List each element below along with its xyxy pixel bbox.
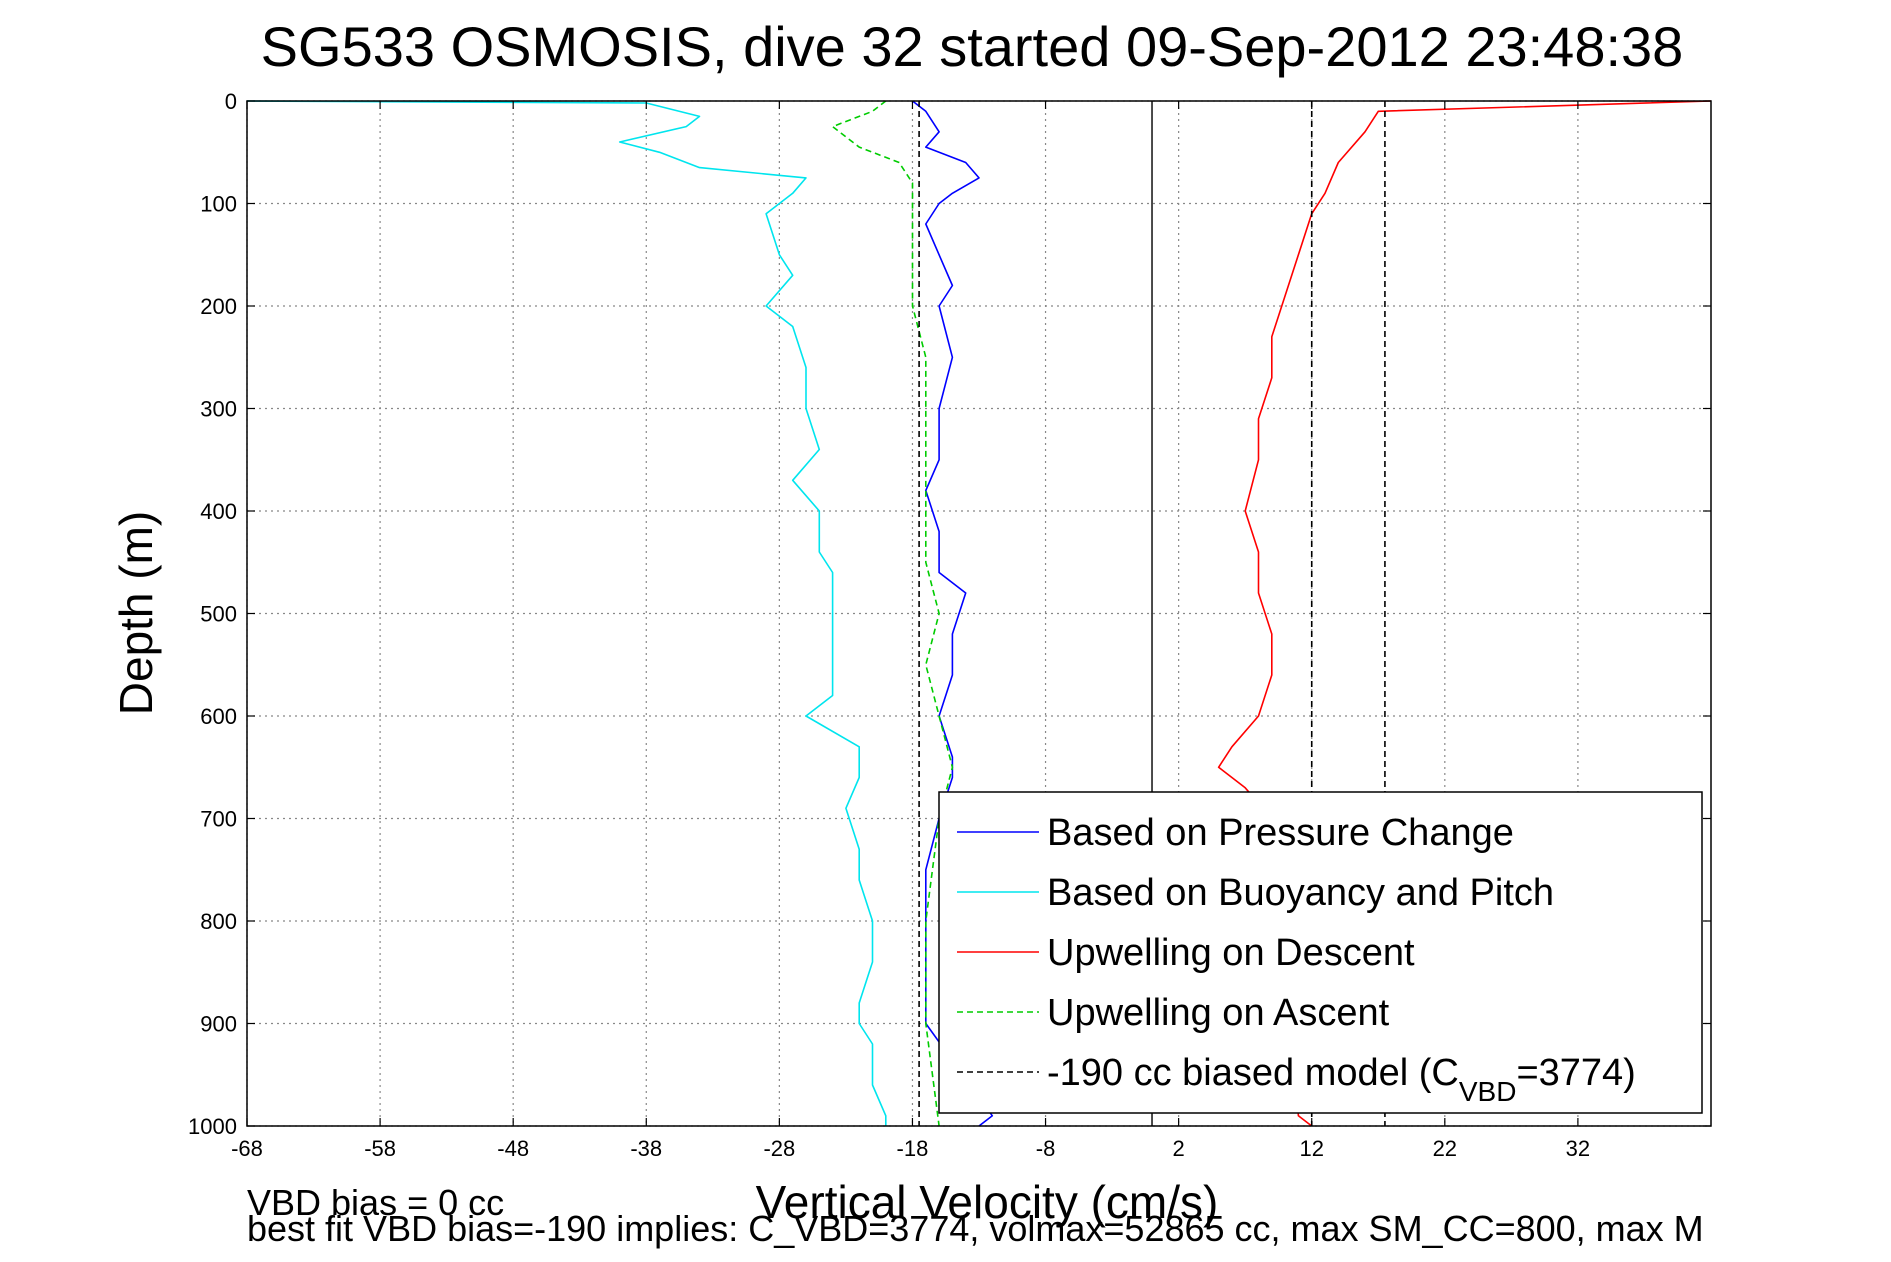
y-axis-ticks: 0 100 200 300 400 500 600 700 800 900 1000 bbox=[188, 89, 1711, 1139]
series-line-based-on-buoyancy-and-pitch bbox=[246, 100, 887, 1126]
x-axis-label: Vertical Velocity (cm/s) bbox=[756, 1176, 1219, 1228]
legend-label-3: Upwelling on Descent bbox=[1047, 932, 1415, 974]
x-tick-label: -8 bbox=[1036, 1136, 1056, 1161]
x-tick-label: 32 bbox=[1566, 1136, 1590, 1161]
series-line-based-on-pressure-change bbox=[912, 100, 994, 1127]
legend-label-1: Based on Pressure Change bbox=[1047, 812, 1514, 854]
y-tick-label: 300 bbox=[200, 397, 237, 422]
y-tick-label: 1000 bbox=[188, 1114, 237, 1139]
chart-title: SG533 OSMOSIS, dive 32 started 09-Sep-20… bbox=[261, 15, 1684, 78]
y-tick-label: 100 bbox=[200, 192, 237, 217]
y-tick-label: 500 bbox=[200, 602, 237, 627]
x-axis-ticks: -68 -58 -48 -38 -28 -18 -8 2 12 22 32 bbox=[231, 101, 1590, 1161]
x-tick-label: 12 bbox=[1299, 1136, 1323, 1161]
series-line-upwelling-on-ascent bbox=[831, 100, 954, 1127]
y-tick-label: 800 bbox=[200, 909, 237, 934]
best-fit-note: best fit VBD bias=-190 implies: C_VBD=37… bbox=[247, 1208, 1704, 1249]
legend-label-4: Upwelling on Ascent bbox=[1047, 992, 1390, 1034]
x-tick-label: -58 bbox=[364, 1136, 396, 1161]
y-tick-label: 400 bbox=[200, 499, 237, 524]
x-tick-label: 2 bbox=[1173, 1136, 1185, 1161]
y-tick-label: 200 bbox=[200, 294, 237, 319]
y-tick-label: 0 bbox=[225, 89, 237, 114]
series-line-upwelling-on-descent bbox=[1217, 100, 1712, 1127]
y-tick-label: 600 bbox=[200, 704, 237, 729]
legend-label-2: Based on Buoyancy and Pitch bbox=[1047, 872, 1554, 914]
y-axis-label: Depth (m) bbox=[110, 511, 162, 715]
x-tick-label: -38 bbox=[630, 1136, 662, 1161]
x-tick-label: -48 bbox=[497, 1136, 529, 1161]
y-tick-label: 900 bbox=[200, 1012, 237, 1037]
x-tick-label: -28 bbox=[763, 1136, 795, 1161]
x-tick-label: -68 bbox=[231, 1136, 263, 1161]
legend-box bbox=[938, 791, 1703, 1114]
legend: Based on Pressure Change Based on Buoyanc… bbox=[938, 791, 1703, 1114]
y-tick-label: 700 bbox=[200, 807, 237, 832]
vbd-bias-note: VBD bias = 0 cc bbox=[247, 1182, 504, 1223]
x-tick-label: 22 bbox=[1433, 1136, 1457, 1161]
x-tick-label: -18 bbox=[897, 1136, 929, 1161]
